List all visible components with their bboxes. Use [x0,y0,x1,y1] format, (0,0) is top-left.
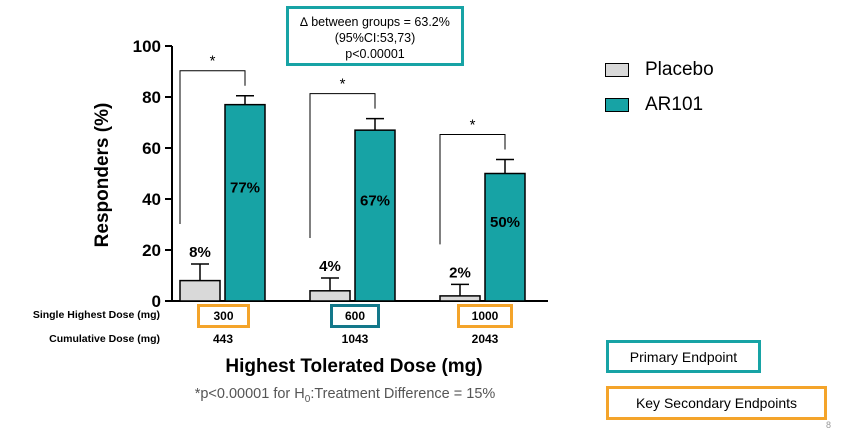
bar-placebo-1000 [439,295,481,302]
significance-bracket-600 [309,93,376,239]
legend-label-placebo: Placebo [645,58,714,80]
footnote: *p<0.00001 for H0:Treatment Difference =… [150,386,540,405]
footnote-subscript: 0 [304,393,311,405]
bars [179,94,526,302]
bar-ar101-300 [224,103,266,302]
significance-bracket-1000 [439,133,506,245]
y-tick-label-20: 20 [142,241,161,260]
value-label-placebo-600: 4% [319,258,341,275]
legend-item-ar101: AR101 [605,87,714,122]
significance-brackets: * * * [179,53,506,245]
primary-endpoint-box: Primary Endpoint [606,340,761,373]
legend-label-ar101: AR101 [645,93,704,115]
bar-placebo-300 [179,279,221,302]
y-tick-label-60: 60 [142,139,161,158]
bar-value-labels: 8% 77% 4% 67% 2% 50% [189,180,520,282]
significance-star-600: * [340,76,346,93]
group-difference-box: ∆ between groups = 63.2% (95%CI:53,73) p… [286,6,464,66]
dose-box-300: 300 [197,304,250,328]
page-number: 8 [826,420,832,430]
significance-star-1000: * [470,116,476,133]
delta-line-2: (95%CI:53,73) [334,31,416,45]
bar-placebo-600 [309,290,351,302]
cumulative-dose-1043: 1043 [341,332,369,346]
bar-ar101-600 [354,129,396,302]
value-label-placebo-300: 8% [189,244,211,261]
value-label-ar101-600: 67% [360,192,390,209]
value-label-ar101-300: 77% [230,180,260,197]
dose-box-1000: 1000 [457,304,513,328]
value-label-placebo-1000: 2% [449,264,471,281]
y-axis-title: Responders (%) [92,103,113,248]
single-dose-row-label: Single Highest Dose (mg) [32,309,160,321]
legend: Placebo AR101 [605,52,714,122]
footnote-suffix: :Treatment Difference = 15% [310,386,496,402]
y-tick-label-100: 100 [133,37,161,56]
bar-ar101-1000 [484,172,526,302]
significance-star-300: * [210,53,216,70]
cumulative-dose-2043: 2043 [471,332,499,346]
footnote-prefix: *p<0.00001 for H [194,386,305,402]
legend-item-placebo: Placebo [605,52,714,87]
y-tick-label-40: 40 [142,190,161,209]
cumulative-dose-row-label: Cumulative Dose (mg) [49,333,160,345]
legend-swatch-placebo [605,62,629,77]
value-label-ar101-1000: 50% [490,214,520,231]
delta-line-3: p<0.00001 [345,47,405,61]
delta-line-1: ∆ between groups = 63.2% [300,15,450,29]
y-tick-label-0: 0 [152,292,161,311]
significance-bracket-300 [179,70,246,225]
key-secondary-endpoints-box: Key Secondary Endpoints [606,386,827,420]
legend-swatch-ar101 [605,97,629,112]
y-tick-label-80: 80 [142,88,161,107]
cumulative-dose-443: 443 [212,332,234,346]
dose-box-600: 600 [330,304,380,328]
x-axis-title: Highest Tolerated Dose (mg) [225,356,483,377]
